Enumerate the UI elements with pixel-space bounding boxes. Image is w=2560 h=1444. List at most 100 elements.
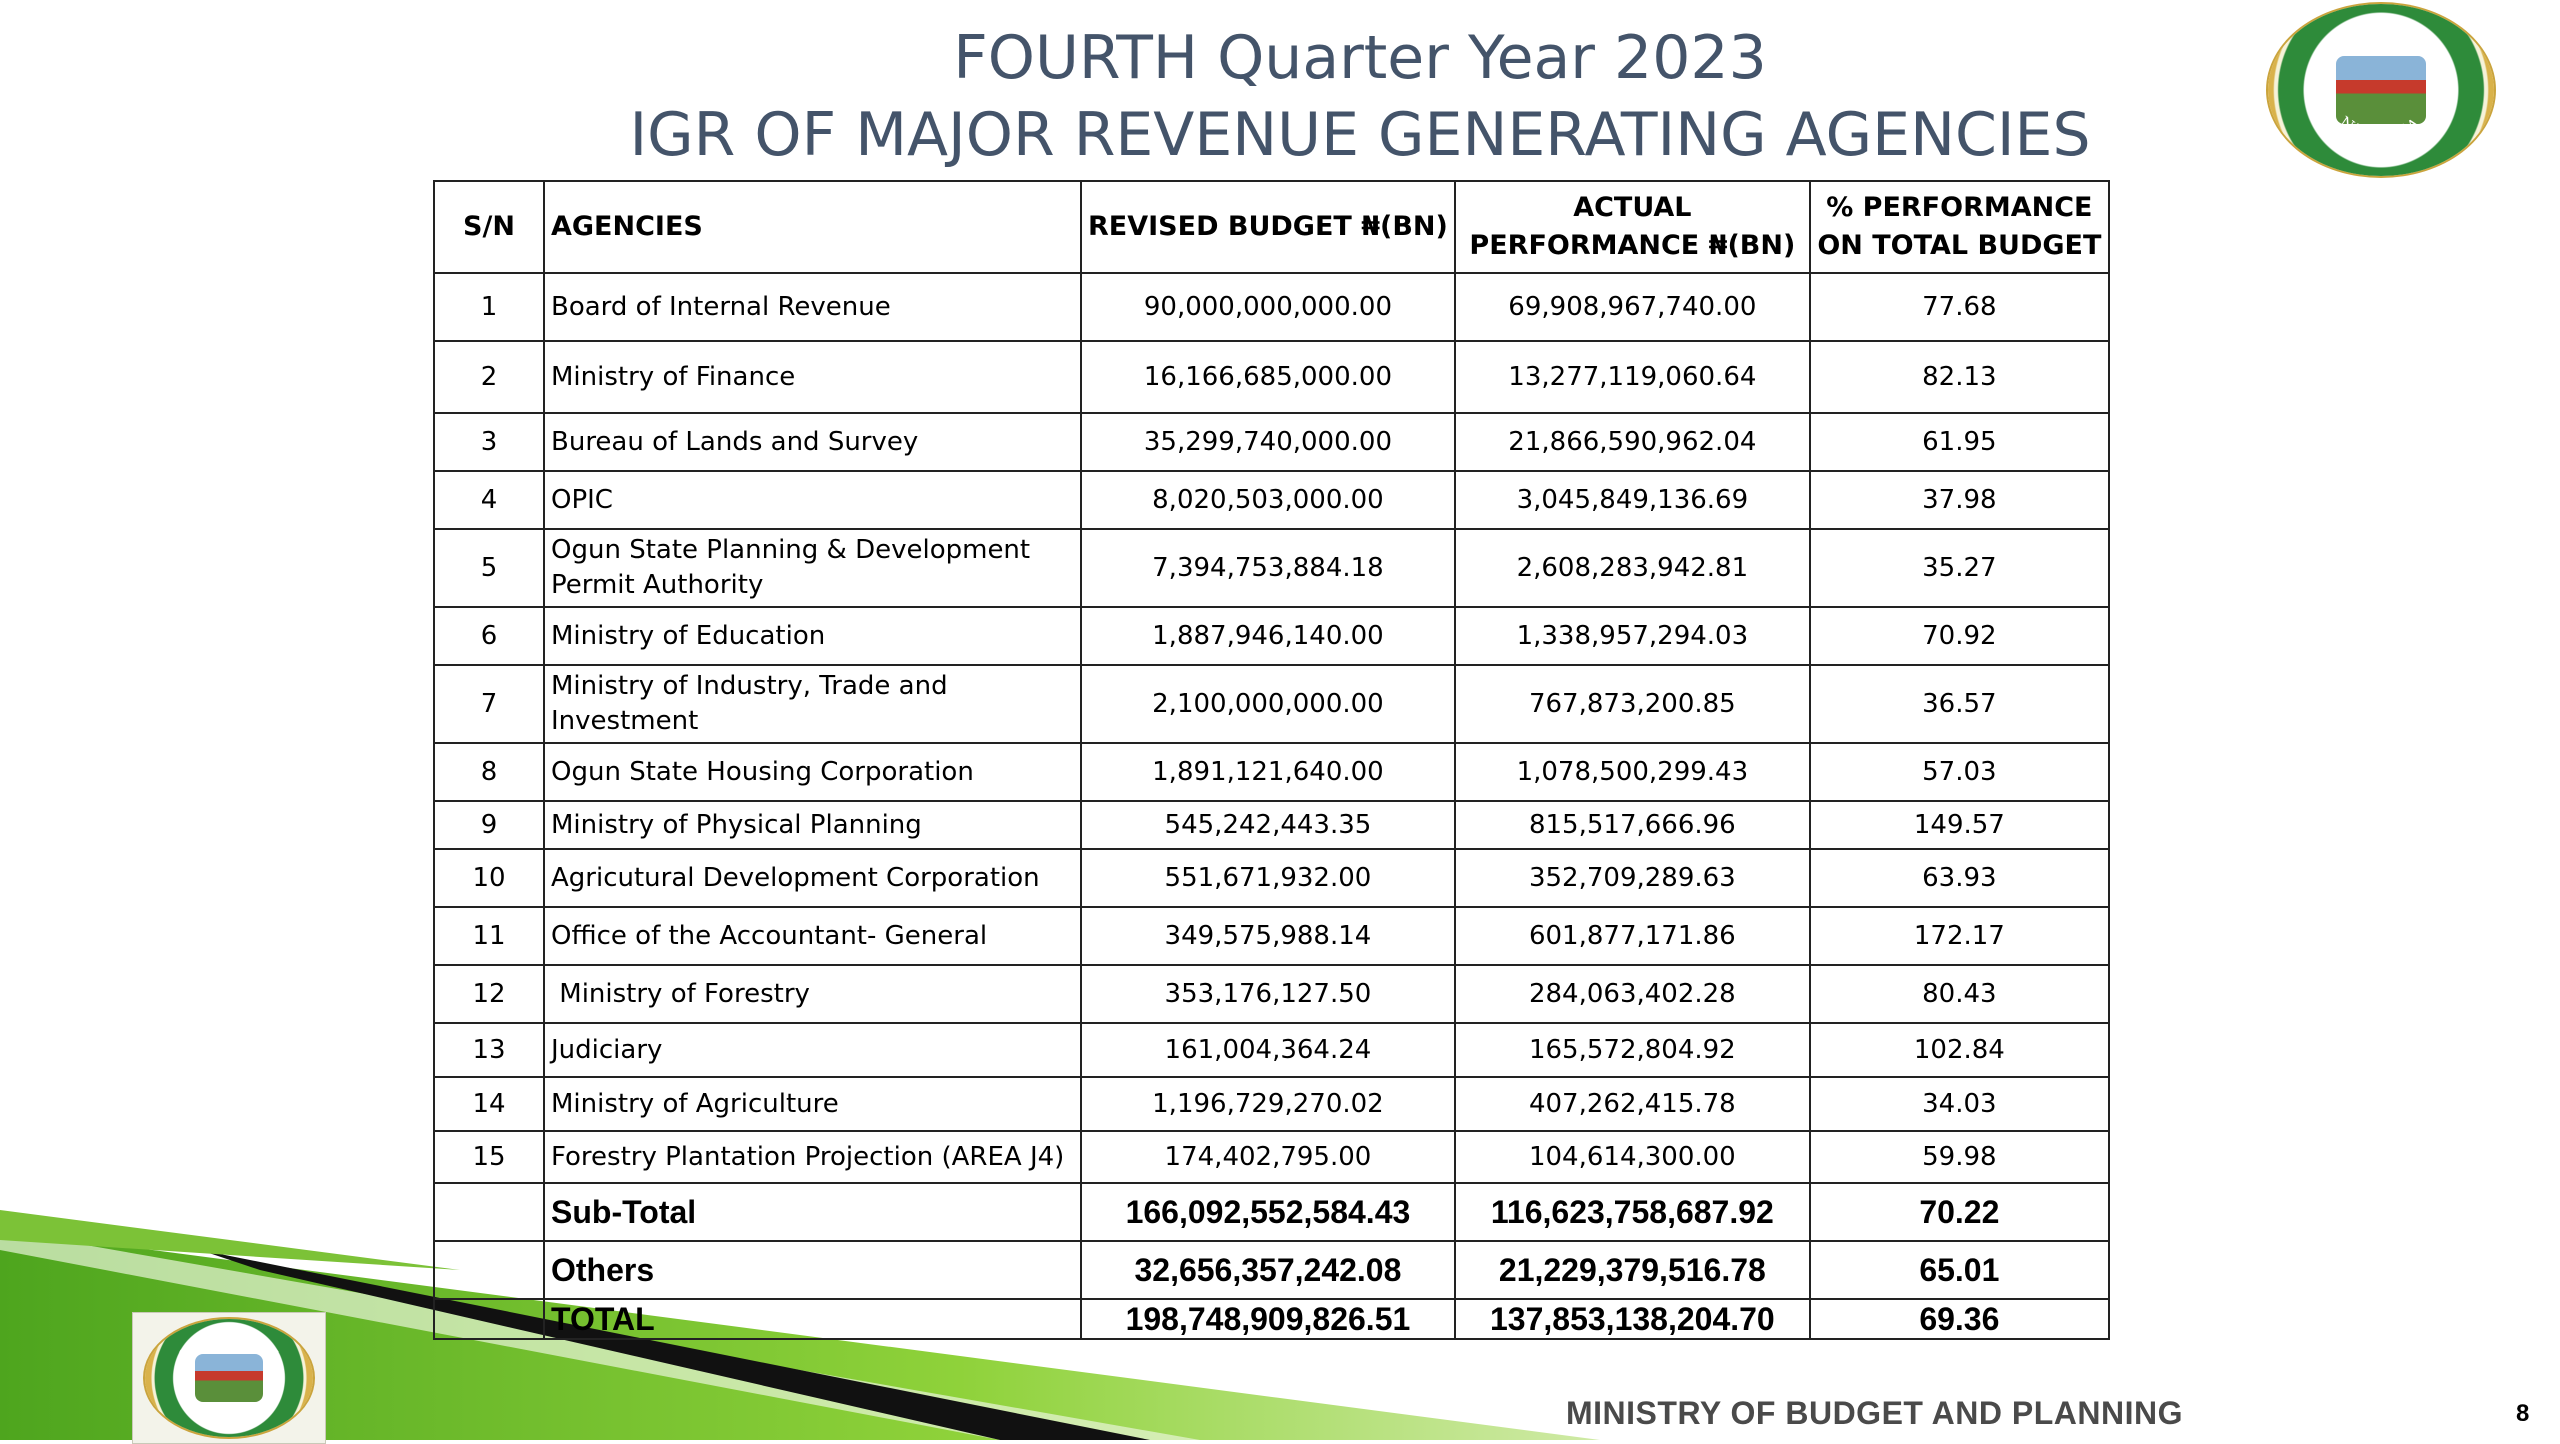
svg-text:NIGERIA: NIGERIA [197,1406,261,1428]
footer-seal-logo: OGUN STATE NIGERIA [145,1319,313,1437]
others-budget: 32,656,357,242.08 [1080,1240,1456,1300]
cell-actual: 2,608,283,942.81 [1453,528,1811,608]
cell-percent: 70.92 [1808,606,2110,666]
others-label: Others [543,1240,1082,1300]
cell-budget: 161,004,364.24 [1080,1022,1456,1078]
cell-sn: 10 [433,848,545,908]
page-title: FOURTH Quarter Year 2023 [953,23,1767,93]
column-header-agencies: AGENCIES [543,180,1082,274]
total-label: TOTAL [543,1298,1082,1340]
cell-actual: 1,078,500,299.43 [1453,742,1811,802]
cell-sn: 11 [433,906,545,966]
cell-actual: 3,045,849,136.69 [1453,470,1811,530]
total-percent: 69.36 [1808,1298,2110,1340]
cell-sn: 1 [433,272,545,342]
cell-agency: Ministry of Education [543,606,1082,666]
table-row: 14 Ministry of Agriculture 1,196,729,270… [433,1076,2110,1132]
cell-agency: Ministry of Agriculture [543,1076,1082,1132]
cell-percent: 172.17 [1808,906,2110,966]
cell-percent: 35.27 [1808,528,2110,608]
table-row: 1 Board of Internal Revenue 90,000,000,0… [433,272,2110,342]
subtotal-actual: 116,623,758,687.92 [1453,1182,1811,1242]
footer-logo-frame: OGUN STATE NIGERIA [132,1312,326,1444]
cell-actual: 815,517,666.96 [1453,800,1811,850]
cell-budget: 7,394,753,884.18 [1080,528,1456,608]
cell-agency: Judiciary [543,1022,1082,1078]
cell-budget: 16,166,685,000.00 [1080,340,1456,414]
cell-agency: Ministry of Physical Planning [543,800,1082,850]
cell-agency: OPIC [543,470,1082,530]
cell-percent: 34.03 [1808,1076,2110,1132]
footer-ministry-name: MINISTRY OF BUDGET AND PLANNING [1566,1395,2183,1431]
cell-actual: 352,709,289.63 [1453,848,1811,908]
table-row: 2 Ministry of Finance 16,166,685,000.00 … [433,340,2110,414]
cell-sn: 15 [433,1130,545,1184]
table-row: 7 Ministry of Industry, Trade and Invest… [433,664,2110,744]
state-seal-logo: OGUN STATE NIGERIA [2268,4,2494,176]
subtotal-budget: 166,092,552,584.43 [1080,1182,1456,1242]
cell-sn: 3 [433,412,545,472]
table-row: 5 Ogun State Planning & Development Perm… [433,528,2110,608]
revenue-table: S/N AGENCIES REVISED BUDGET ₦(BN) ACTUAL… [433,180,2110,1340]
cell-budget: 1,887,946,140.00 [1080,606,1456,666]
cell-actual: 104,614,300.00 [1453,1130,1811,1184]
cell-agency: Ogun State Planning & Development Permit… [543,528,1082,608]
footer-seal-top-text: OGUN STATE [176,1326,281,1362]
cell-budget: 90,000,000,000.00 [1080,272,1456,342]
cell-agency: Ogun State Housing Corporation [543,742,1082,802]
cell-percent: 36.57 [1808,664,2110,744]
cell-sn: 14 [433,1076,545,1132]
cell-percent: 59.98 [1808,1130,2110,1184]
others-actual: 21,229,379,516.78 [1453,1240,1811,1300]
cell-agency: Forestry Plantation Projection (AREA J4) [543,1130,1082,1184]
cell-budget: 551,671,932.00 [1080,848,1456,908]
cell-percent: 77.68 [1808,272,2110,342]
cell-actual: 1,338,957,294.03 [1453,606,1811,666]
table-row: 12 Ministry of Forestry 353,176,127.50 2… [433,964,2110,1024]
cell-agency: Board of Internal Revenue [543,272,1082,342]
table-row: 3 Bureau of Lands and Survey 35,299,740,… [433,412,2110,472]
cell-sn-empty [433,1298,545,1340]
cell-budget: 1,196,729,270.02 [1080,1076,1456,1132]
cell-percent: 80.43 [1808,964,2110,1024]
cell-percent: 102.84 [1808,1022,2110,1078]
cell-sn: 5 [433,528,545,608]
cell-actual: 21,866,590,962.04 [1453,412,1811,472]
cell-sn: 4 [433,470,545,530]
table-row: 8 Ogun State Housing Corporation 1,891,1… [433,742,2110,802]
cell-percent: 37.98 [1808,470,2110,530]
cell-sn: 12 [433,964,545,1024]
svg-text:OGUN STATE: OGUN STATE [176,1326,283,1362]
cell-sn-empty [433,1182,545,1242]
cell-actual: 69,908,967,740.00 [1453,272,1811,342]
cell-sn: 7 [433,664,545,744]
subtotal-percent: 70.22 [1808,1182,2110,1242]
cell-percent: 82.13 [1808,340,2110,414]
table-row: 15 Forestry Plantation Projection (AREA … [433,1130,2110,1184]
cell-actual: 284,063,402.28 [1453,964,1811,1024]
cell-sn: 8 [433,742,545,802]
cell-budget: 35,299,740,000.00 [1080,412,1456,472]
cell-budget: 174,402,795.00 [1080,1130,1456,1184]
svg-text:NIGERIA: NIGERIA [2337,113,2426,144]
cell-sn: 2 [433,340,545,414]
table-row: 10 Agricutural Development Corporation 5… [433,848,2110,908]
column-header-sn: S/N [433,180,545,274]
cell-sn: 9 [433,800,545,850]
total-actual: 137,853,138,204.70 [1453,1298,1811,1340]
cell-agency: Agricutural Development Corporation [543,848,1082,908]
footer-seal-bottom-text: NIGERIA [197,1406,259,1428]
cell-actual: 767,873,200.85 [1453,664,1811,744]
cell-budget: 8,020,503,000.00 [1080,470,1456,530]
total-row: TOTAL 198,748,909,826.51 137,853,138,204… [433,1298,2110,1340]
cell-budget: 353,176,127.50 [1080,964,1456,1024]
table-row: 4 OPIC 8,020,503,000.00 3,045,849,136.69… [433,470,2110,530]
cell-percent: 61.95 [1808,412,2110,472]
column-header-actual-performance: ACTUAL PERFORMANCE ₦(BN) [1453,180,1811,274]
table-header-row: S/N AGENCIES REVISED BUDGET ₦(BN) ACTUAL… [433,180,2110,274]
others-percent: 65.01 [1808,1240,2110,1300]
cell-budget: 1,891,121,640.00 [1080,742,1456,802]
others-row: Others 32,656,357,242.08 21,229,379,516.… [433,1240,2110,1300]
table-row: 6 Ministry of Education 1,887,946,140.00… [433,606,2110,666]
total-budget: 198,748,909,826.51 [1080,1298,1456,1340]
